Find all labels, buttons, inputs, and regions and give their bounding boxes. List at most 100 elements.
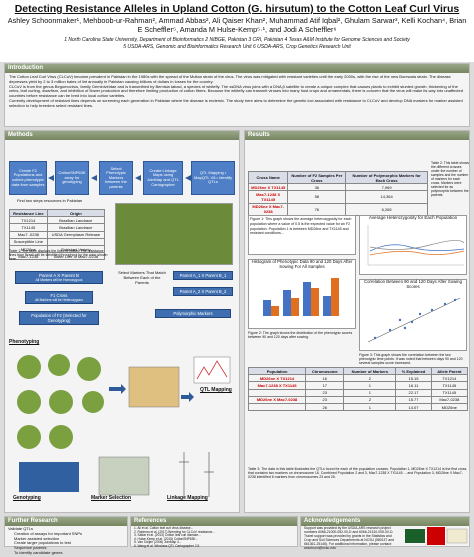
figure: Correlation Between 90 and 120 Days Afte…: [359, 279, 467, 351]
affiliation: 1 North Carolina State University, Depar…: [64, 37, 410, 43]
section-heading: Further Research: [5, 517, 127, 526]
cell: 76: [287, 202, 347, 216]
pipeline-illustration: [17, 354, 231, 497]
authors: Ashley Schoonmaker¹, Mehboob-ur-Rahman²,…: [7, 16, 467, 34]
plot-area: [367, 297, 461, 342]
cell: 15.77: [395, 395, 432, 404]
title: Detecting Resistance Alleles in Upland C…: [14, 3, 460, 15]
cell: [247, 402, 307, 412]
cell: Mac7-0238: [430, 395, 469, 404]
step-label: QTL Mapping: [200, 387, 232, 393]
list-item: Creation of assays for important SNPs: [14, 530, 83, 536]
flow-note: Find two steps resources in Pakistan: [17, 198, 83, 203]
figure: Figure 1: This graph shows the average h…: [248, 215, 356, 255]
row: Susceptible Line: [9, 237, 106, 246]
paragraph: Currently development of resistant lines…: [9, 97, 463, 108]
table: Population Chromosome Number of Markers% E…: [247, 366, 469, 412]
flow-box: QTL Mapping • MapQTL V6 • Identify QTLs: [191, 161, 235, 195]
cell: MD26ne X Mac7-0238: [247, 395, 307, 404]
lines-table: Resistance Line Origin TX1214 Brazilian Lan…: [9, 208, 106, 261]
references-panel: References 1. Ali et al. Cotton leaf cur…: [130, 516, 298, 550]
methods-panel: Methods Create F2 Populations and collec…: [4, 130, 240, 513]
cell: 2: [343, 374, 397, 383]
figure: Average Heterozygosity for Each Populati…: [359, 215, 467, 275]
header-row: Resistance Line Origin: [9, 208, 106, 218]
list-item: Validate QTLs: [8, 526, 34, 531]
row: Mac7-1238 Sister Line of Mac7-0238: [9, 252, 106, 261]
header-cell: Cross Name: [247, 170, 289, 185]
flow-box: Create F2 Populations and collect phenot…: [9, 161, 47, 195]
header-row: Cross Name Number of F2 Samples Per Cross…: [247, 170, 428, 185]
list-item: 3. Sattar et al. (2013) Cotton leaf curl…: [134, 533, 201, 538]
row: MD26ne X TX1214 16 2 15.15 TX1214: [247, 374, 469, 383]
plot-area: [263, 277, 339, 316]
cell: Susceptible Line: [9, 237, 48, 246]
cell: 22.17: [395, 388, 432, 397]
section-heading: Acknowledgements: [301, 517, 469, 526]
flow-arrows: [48, 175, 191, 181]
header-cell: Number of Markers: [343, 366, 397, 376]
cell: Mac7-1238 X TX1145: [247, 381, 307, 390]
section-heading: Introduction: [5, 64, 469, 73]
cell: Mac7-1238 X TX1145: [247, 190, 289, 204]
row: 26 1 14.07 MD26ne: [247, 402, 469, 412]
list-item: Marker assisted selection: [14, 535, 60, 541]
cell: 1: [343, 388, 397, 397]
cross-box: Parent A_1 X Parent B_1: [173, 271, 233, 280]
header-row: Population Chromosome Number of Markers% E…: [247, 366, 469, 376]
list-item: Create larger populations to test: [14, 540, 71, 546]
cell: Mac7 -0238: [9, 230, 48, 239]
plot-area: [367, 224, 465, 265]
cell: 16.11: [395, 381, 432, 390]
paragraph: CLCuV is from the genus Begomovirus, fam…: [9, 83, 463, 99]
step-label: Genotyping: [13, 495, 41, 501]
cell: 1: [343, 381, 397, 390]
header-cell: Number of F2 Samples Per Cross: [287, 170, 347, 185]
cell: 2: [343, 395, 397, 404]
header-cell: Origin: [46, 208, 106, 218]
row: Mac7 -0238 USDA Germplasm Release: [9, 230, 106, 239]
row: 23 1 22.17 TX1145: [247, 388, 469, 397]
intro-panel: Introduction The Cotton Leaf Curl Virus …: [4, 63, 470, 127]
field-photo: [115, 203, 233, 265]
cell: 14.07: [395, 402, 432, 412]
row: TX1145 Brazilian Landrace: [9, 223, 106, 232]
references-list: 1. Ali et al. Cotton leaf curl virus dis…: [131, 526, 297, 550]
cross-box: F1 Cross All Markers will be Heterozygous: [25, 291, 93, 304]
step-label: Linkage Mapping: [167, 495, 208, 501]
logos: [405, 527, 468, 545]
results-panel: Results Cross Name Number of F2 Samples P…: [244, 130, 470, 513]
header-cell: % Explained: [395, 366, 432, 376]
list-item: To identify candidate genes: [14, 549, 63, 555]
results-table: Cross Name Number of F2 Samples Per Cross…: [247, 170, 428, 216]
note: All Markers will be Homozygous: [35, 278, 83, 282]
header-cell: Resistance Line: [9, 208, 48, 218]
cell: MD26ne: [430, 402, 469, 412]
cell: [46, 237, 106, 246]
caption: Figure 1: This graph shows the average h…: [250, 217, 352, 236]
cell: [247, 388, 307, 397]
cell: 16: [305, 374, 345, 383]
cell: MD26ne X TX1214: [247, 374, 307, 383]
caption: Table 2: This table shows the different …: [431, 161, 470, 197]
row: Mac7-1238 X TX1145 17 1 16.11 TX1145: [247, 381, 469, 390]
flow-box: Create Linkage Maps using JoinMap and QT…: [143, 161, 183, 195]
flow-box: Select Phenotypic Markers between the pa…: [99, 161, 133, 195]
row: Mac7-1238 X TX1145 58 14,364: [247, 190, 428, 204]
cell: USDA Germplasm Release: [46, 230, 106, 239]
affiliation: 5 USDA-ARS, Genomic and Bioinformatics R…: [123, 44, 351, 50]
cell: 1: [343, 402, 397, 412]
cell: MD26ne X TX1145: [247, 183, 289, 192]
caption: Figure 2: The graph shows the distributi…: [248, 331, 353, 339]
cell: 58: [287, 190, 347, 204]
figure: Histogram of Phenotypic Data 90 and 120 …: [248, 259, 356, 329]
intro-text: The Cotton Leaf Curl Virus (CLCuV) becam…: [5, 73, 469, 111]
figure-title: Histogram of Phenotypic Data 90 and 120 …: [251, 259, 353, 269]
caption: Table 3: The data in this table illustra…: [248, 467, 467, 479]
cell: TX1145: [9, 223, 48, 232]
flow-box: CottonSNP63K array for genotyping: [55, 161, 89, 195]
results-table: Population Chromosome Number of Markers% E…: [247, 366, 469, 412]
step-label: Marker Selection: [91, 495, 132, 501]
cross-box: Parent A_2 X Parent B_2: [173, 287, 233, 296]
